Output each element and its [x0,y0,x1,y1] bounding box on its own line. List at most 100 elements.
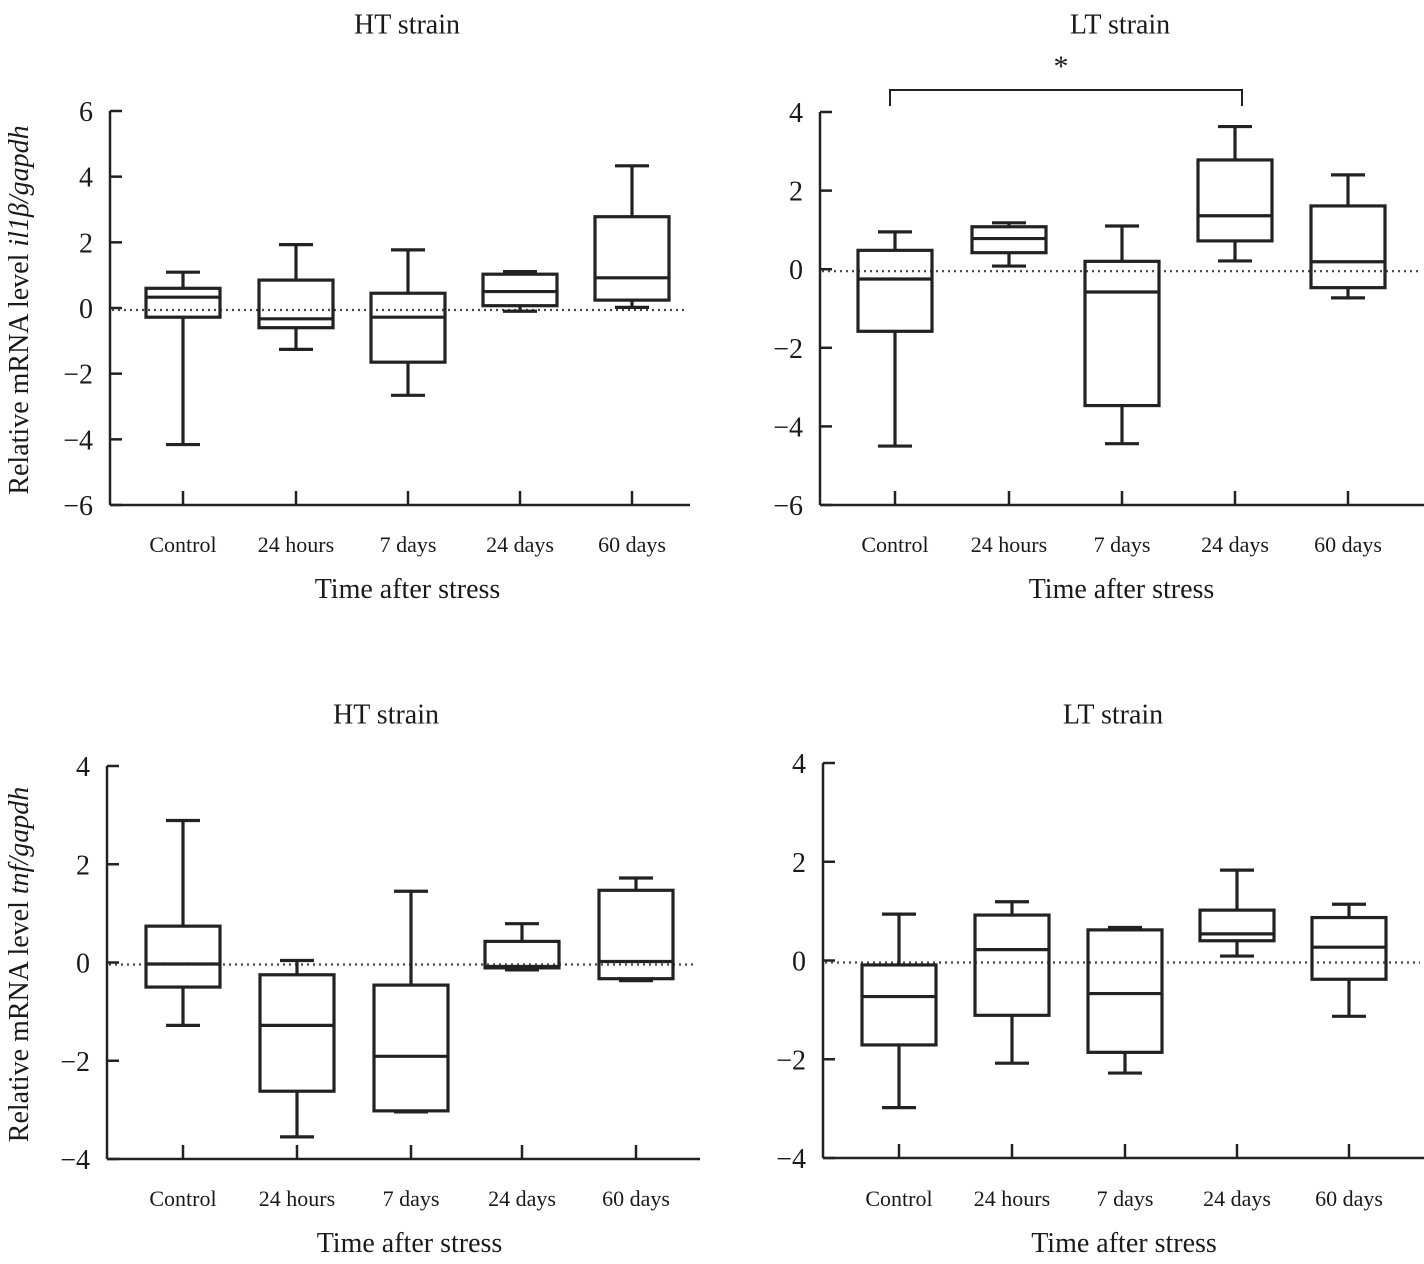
x-tick-label: 24 days [1203,1186,1271,1211]
panel-title: LT strain [1070,9,1170,40]
y-tick-label: 4 [789,98,803,129]
x-tick-label: Control [861,532,928,557]
x-tick-label: 60 days [598,532,666,557]
x-tick-label: 24 hours [259,1186,335,1211]
y-tick-label: −4 [776,1144,806,1175]
x-axis-label: Time after stress [1029,574,1215,605]
iqr-box [144,286,222,319]
y-tick-label: 4 [76,752,90,783]
box-24-days [481,269,559,313]
box-24-hours [257,243,335,351]
y-axis-label-gene: tnf/gapdh [4,787,35,894]
y-tick-label: −2 [63,360,93,391]
iqr-box [973,913,1051,1017]
x-tick-label: 24 hours [258,532,334,557]
iqr-box [481,272,559,308]
x-tick-label: 24 days [1201,532,1269,557]
y-tick-label: 0 [792,947,806,978]
panel-3: HT strain 4 2 0 −2 −4 Control 24 hours 7 days 24 … [4,699,700,1259]
x-tick-label: Control [865,1186,932,1211]
iqr-box [257,278,335,330]
panel-title: LT strain [1063,699,1163,730]
x-axis-label: Time after stress [317,1228,503,1259]
x-tick-label: Control [149,532,216,557]
x-tick-label: 24 days [488,1186,556,1211]
y-tick-label: 0 [76,949,90,980]
iqr-box [372,983,450,1113]
iqr-box [369,291,447,364]
x-tick-label: 7 days [1097,1186,1154,1211]
y-tick-label: −4 [63,425,93,456]
y-axis-label-text: Relative mRNA level [4,894,35,1142]
y-tick-label: −4 [773,412,803,443]
box-24-days [1198,868,1276,958]
significance-marker: * [1054,50,1069,83]
iqr-box [1198,908,1276,943]
y-tick-label: −2 [773,334,803,365]
y-axis-label-gene: il1β/gapdh [4,125,35,246]
iqr-box [144,924,222,989]
iqr-box [597,888,675,981]
y-tick-label: 0 [79,294,93,325]
y-axis-label: Relative mRNA level tnf/gapdh [4,787,35,1142]
y-tick-label: 0 [789,255,803,286]
iqr-box [860,963,938,1047]
iqr-box [856,248,934,333]
x-tick-label: 7 days [383,1186,440,1211]
y-tick-label: 4 [79,163,93,194]
x-tick-label: 24 days [486,532,554,557]
box-7-days [372,889,450,1114]
y-tick-label: −6 [773,491,803,522]
y-tick-label: 4 [792,749,806,780]
box-control [856,230,934,448]
y-axis-label: Relative mRNA level il1β/gapdh [4,125,35,494]
box-60-days [597,876,675,983]
y-tick-label: 6 [79,97,93,128]
box-60-days [1310,902,1388,1018]
panel-4: LT strain 4 2 0 −2 −4 Control 24 hours 7 days 24 … [776,699,1424,1259]
x-tick-label: 24 hours [971,532,1047,557]
y-tick-label: −2 [60,1047,90,1078]
x-axis-label: Time after stress [315,574,501,605]
x-tick-label: 7 days [1094,532,1151,557]
iqr-box [1309,204,1387,290]
panel-1: HT strain 6 4 2 0 −2 −4 −6 Control 24 hours 7 days… [4,9,690,605]
x-tick-label: 24 hours [974,1186,1050,1211]
x-tick-label: 60 days [1314,532,1382,557]
y-tick-label: 2 [789,177,803,208]
box-7-days [369,248,447,397]
y-tick-label: −4 [60,1145,90,1176]
significance-bracket [889,89,1243,106]
box-control [860,912,938,1110]
panel-title: HT strain [354,9,460,40]
iqr-box [1086,928,1164,1054]
x-tick-label: Control [149,1186,216,1211]
box-24-hours [258,958,336,1139]
x-tick-label: 60 days [602,1186,670,1211]
box-control [144,270,222,447]
y-tick-label: −2 [776,1045,806,1076]
box-24-hours [970,221,1048,268]
iqr-box [258,973,336,1093]
iqr-box [1083,259,1161,408]
panel-2: LT strain 4 2 0 −2 −4 −6 Control 24 hours 7 days 2… [773,9,1424,605]
x-axis-label: Time after stress [1031,1228,1217,1259]
box-60-days [593,164,671,309]
y-tick-label: 2 [792,848,806,879]
box-24-hours [973,900,1051,1065]
iqr-box [1196,158,1274,243]
box-24-days [1196,124,1274,263]
y-axis-label-text: Relative mRNA level [4,247,35,495]
box-7-days [1083,224,1161,446]
x-tick-label: 7 days [380,532,437,557]
y-tick-label: −6 [63,491,93,522]
box-60-days [1309,173,1387,300]
y-tick-label: 2 [76,850,90,881]
box-24-days [483,922,561,972]
y-tick-label: 2 [79,228,93,259]
box-control [144,818,222,1027]
panel-title: HT strain [333,699,439,730]
box-7-days [1086,925,1164,1075]
x-tick-label: 60 days [1315,1186,1383,1211]
